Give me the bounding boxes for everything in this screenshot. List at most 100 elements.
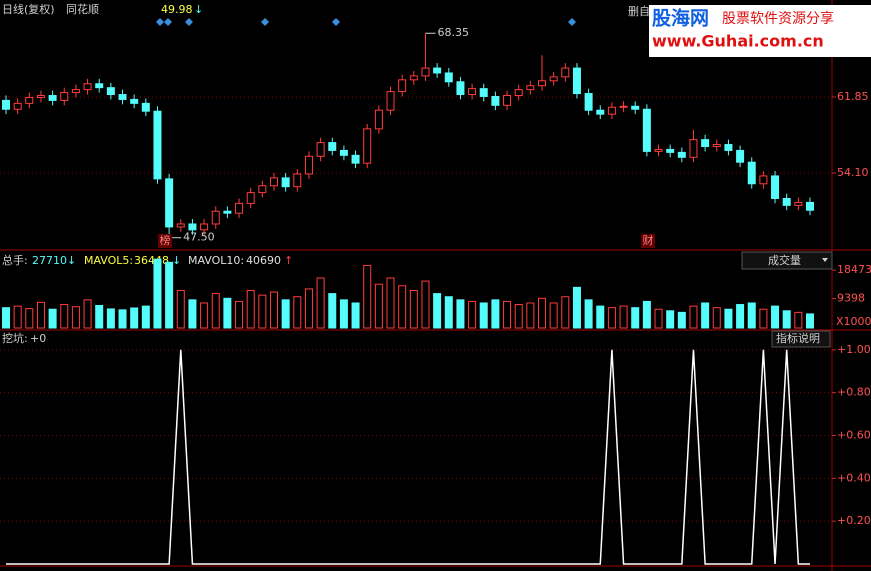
candle-body [351, 154, 360, 164]
volume-bar [526, 302, 535, 329]
candle-body [363, 128, 372, 164]
candle-body [258, 185, 267, 194]
candle-body [421, 67, 430, 77]
right-tag: 删自 [628, 5, 650, 18]
help-button-label[interactable]: 指标说明 [776, 331, 820, 345]
indicator-name: 挖坑: [2, 331, 28, 345]
volume-bar [141, 305, 150, 329]
y-tick-label: +1.00 [837, 343, 871, 356]
price-arrow: ↓ [194, 3, 203, 16]
volume-bar [270, 291, 278, 329]
volume-bar [654, 308, 663, 329]
volume-bar [351, 302, 360, 329]
candle-body [479, 88, 488, 97]
volume-bar [514, 304, 523, 329]
volume-bar [596, 305, 605, 329]
candle-body [200, 223, 209, 231]
candle-body [514, 89, 523, 97]
volume-bar [165, 261, 174, 329]
candle-body [141, 102, 150, 112]
volume-bar [200, 302, 209, 329]
volume-total: 27710 [32, 254, 67, 267]
candle-body [48, 95, 57, 101]
marker-box [158, 234, 172, 248]
candle-body [468, 88, 477, 96]
candle-body [631, 105, 640, 110]
volume-bar [561, 296, 570, 329]
candle-body [316, 142, 325, 157]
candle-body [584, 93, 593, 111]
volume-bar [339, 299, 348, 329]
watermark-url: www.Guhai.com.cn [652, 32, 824, 51]
volume-bar [409, 289, 418, 329]
volume-bar [2, 307, 10, 329]
candle-body [677, 151, 686, 158]
candle-body [176, 223, 185, 228]
selector-caret[interactable] [822, 258, 828, 262]
y-tick-label: +0.80 [837, 386, 871, 399]
y-tick-label: 61.85 [837, 90, 869, 103]
candle-body [526, 85, 535, 91]
candle-body [549, 76, 558, 82]
volume-bar [759, 308, 768, 329]
volume-bar [666, 310, 675, 329]
volume-bar [631, 307, 640, 329]
candle-body [642, 108, 651, 152]
candle-body [211, 210, 220, 225]
candle-body [433, 67, 442, 74]
candle-body [130, 98, 139, 104]
candle-body [328, 142, 337, 151]
volume-bar [491, 299, 500, 329]
candle-body [782, 197, 791, 206]
candle-body [83, 83, 92, 91]
candle-body [246, 192, 255, 204]
help-button[interactable] [771, 330, 831, 348]
marker: 财 [643, 233, 654, 247]
volume-bar [153, 258, 162, 329]
candle-body [456, 81, 465, 96]
price: 49.98 [161, 3, 193, 16]
candle-body [771, 175, 780, 199]
candle-body [712, 144, 721, 148]
volume-bar [293, 296, 302, 329]
marker: 榜 [160, 233, 171, 247]
candle-body [339, 149, 348, 156]
y-tick-label: +0.40 [837, 471, 871, 484]
candle-body [503, 95, 512, 106]
candle-body [71, 89, 80, 94]
candle-body [270, 177, 278, 187]
min-annotation: 47.50 [183, 231, 215, 244]
watermark-brand: 股海网 [652, 7, 709, 30]
candle-body [444, 72, 453, 83]
volume-bar [549, 302, 558, 329]
volume-bar [106, 308, 115, 329]
volume-bar [771, 305, 780, 329]
volume-bar [398, 285, 407, 329]
volume-bar [782, 310, 791, 329]
candle-body [561, 67, 570, 78]
volume-bar [677, 311, 686, 329]
volume-total-label: 总手: [2, 253, 28, 267]
volume-bar [689, 305, 698, 329]
marker-box [641, 234, 655, 248]
volume-bar [456, 299, 465, 329]
candle-body [398, 79, 407, 93]
volume-bar [433, 293, 442, 329]
volume-bar [281, 299, 290, 329]
selector-label[interactable]: 成交量 [768, 253, 801, 267]
volume-bar [479, 302, 488, 329]
candle-body [2, 99, 10, 110]
candle-body [118, 94, 127, 100]
volume-bar [386, 277, 395, 329]
volume-bar [607, 307, 616, 329]
volume-bar [724, 308, 733, 329]
candle-body [747, 161, 756, 185]
candle-body [724, 144, 733, 151]
max-annotation: 68.35 [437, 26, 469, 39]
candle-body [409, 75, 418, 81]
candle-body [759, 175, 768, 185]
selector[interactable] [741, 251, 833, 270]
mavol10: 40690 [246, 254, 281, 267]
volume-bar [619, 305, 628, 329]
